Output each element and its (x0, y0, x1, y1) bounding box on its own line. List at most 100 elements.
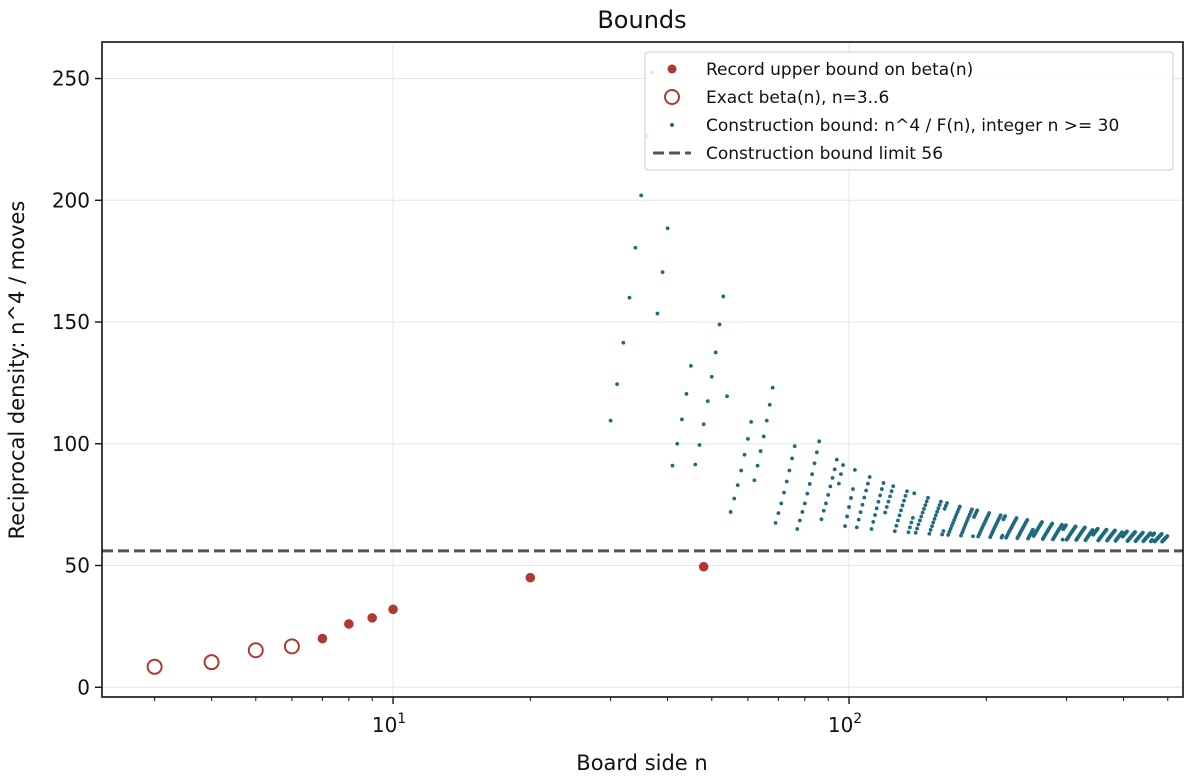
y-axis-label: Reciprocal density: n^4 / moves (5, 201, 29, 540)
construction-bound-point (894, 523, 899, 528)
construction-bound-point (1140, 530, 1145, 535)
construction-bound-point (1025, 517, 1030, 522)
construction-bound-point (784, 479, 789, 484)
construction-bound-point (852, 468, 857, 472)
record-bound-point (367, 613, 377, 623)
construction-bound-point (802, 501, 807, 506)
construction-bound-point (819, 517, 824, 522)
construction-bound-point (884, 505, 889, 509)
construction-bound-point (761, 434, 766, 439)
construction-bound-point (916, 522, 921, 527)
construction-bound-point (1082, 525, 1087, 530)
construction-bound-point (970, 507, 974, 512)
construction-bound-point (639, 193, 644, 198)
construction-bound-point (998, 513, 1003, 518)
construction-bound-point (922, 506, 926, 511)
construction-bound-point (1073, 524, 1078, 529)
construction-bound-point (906, 530, 911, 535)
x-tick-label: 102 (828, 711, 862, 737)
construction-bound-point (770, 385, 775, 390)
construction-bound-point (864, 488, 869, 493)
construction-bound-point (621, 340, 626, 345)
construction-bound-point (776, 511, 781, 516)
construction-bound-point (755, 463, 760, 468)
y-tick-label: 100 (52, 432, 90, 456)
construction-bound-point (927, 531, 932, 536)
construction-bound-point (910, 515, 915, 520)
construction-bound-point (670, 463, 675, 468)
construction-bound-point (795, 527, 800, 531)
construction-bound-point (903, 494, 908, 498)
construction-bound-point (924, 499, 929, 504)
construction-bound-point (871, 520, 876, 524)
construction-bound-point (797, 518, 802, 523)
construction-bound-point (1030, 527, 1035, 532)
legend-label: Exact beta(n), n=3..6 (706, 88, 889, 108)
x-axis-label: Board side n (576, 751, 707, 775)
construction-bound-point (767, 402, 772, 407)
construction-bound-point (867, 475, 872, 479)
construction-bound-point (975, 508, 980, 513)
construction-bound-point (874, 506, 879, 511)
construction-bound-point (902, 498, 906, 503)
y-tick-label: 0 (77, 675, 90, 699)
construction-bound-point (660, 270, 665, 275)
exact-beta-point (146, 658, 163, 675)
construction-bound-point (812, 461, 817, 466)
construction-bound-point (728, 510, 733, 514)
construction-bound-point (866, 481, 870, 486)
construction-bound-point (758, 449, 763, 453)
construction-bound-point (947, 529, 952, 534)
construction-bound-point (920, 510, 925, 515)
construction-bound-point (807, 482, 812, 486)
y-tick-label: 200 (52, 188, 90, 212)
construction-bound-point (878, 493, 883, 498)
construction-bound-point (858, 510, 863, 514)
construction-bound-point (876, 499, 881, 504)
construction-bound-point (847, 505, 851, 509)
construction-bound-point (732, 496, 737, 501)
construction-bound-point (860, 502, 865, 507)
construction-bound-point (931, 520, 936, 525)
construction-bound-point (817, 439, 822, 444)
legend-marker-construction (670, 123, 674, 127)
construction-bound-point (891, 484, 896, 489)
construction-bound-point (1014, 516, 1019, 520)
construction-bound-point (701, 422, 706, 427)
construction-bound-point (913, 530, 918, 535)
construction-bound-point (942, 506, 947, 511)
construction-bound-point (739, 468, 744, 473)
construction-bound-point (949, 524, 954, 528)
construction-bound-point (889, 489, 894, 494)
construction-bound-point (749, 419, 754, 424)
legend-label: Record upper bound on beta(n) (706, 60, 973, 80)
construction-bound-point (713, 350, 718, 355)
construction-bound-point (873, 513, 877, 517)
construction-bound-point (928, 528, 933, 532)
y-tick-label: 150 (52, 310, 90, 334)
construction-bound-point (787, 468, 792, 473)
construction-bound-point (841, 463, 845, 467)
construction-bound-point (839, 472, 843, 477)
construction-bound-point (1050, 521, 1055, 526)
construction-bound-point (888, 494, 892, 499)
exact-beta-point (203, 654, 220, 671)
construction-bound-point (684, 391, 689, 396)
record-bound-point (698, 561, 709, 572)
legend-box (644, 51, 1174, 171)
construction-bound-point (845, 514, 849, 519)
construction-bound-point (957, 504, 962, 509)
construction-bound-point (608, 418, 613, 423)
construction-bound-point (814, 450, 819, 455)
construction-bound-point (1095, 526, 1100, 531)
record-bound-point (317, 633, 328, 644)
construction-bound-point (933, 513, 938, 518)
construction-bound-point (1090, 528, 1095, 532)
exact-beta-point (283, 638, 300, 655)
construction-bound-point (779, 501, 784, 506)
legend-label: Construction bound limit 56 (706, 144, 943, 164)
record-bound-point (525, 572, 536, 583)
construction-bound-point (854, 525, 859, 530)
construction-bound-point (655, 311, 660, 316)
construction-bound-point (1040, 520, 1044, 524)
